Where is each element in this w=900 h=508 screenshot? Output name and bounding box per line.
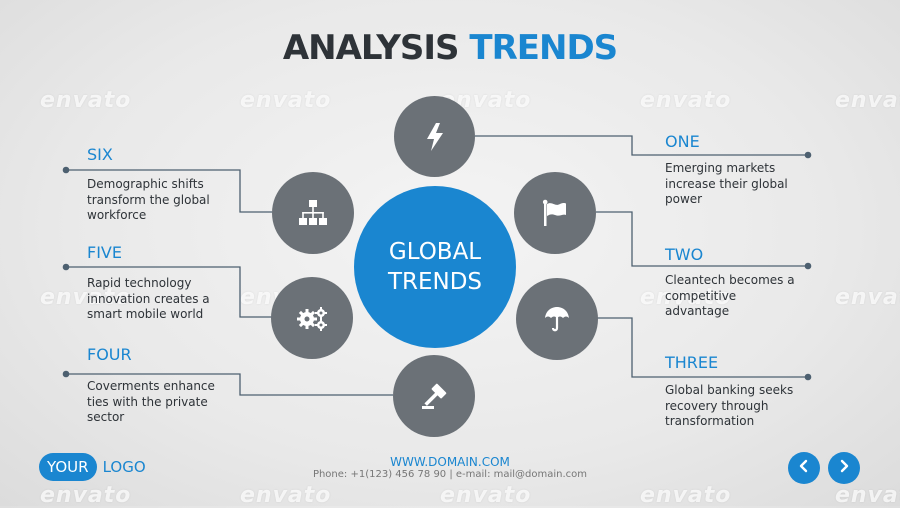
watermark-text: envato	[835, 285, 900, 310]
watermark-text: envato	[640, 483, 732, 508]
watermark-text: envato	[40, 483, 132, 508]
trend-five-text: Rapid technology innovation creates a sm…	[87, 276, 210, 321]
watermark-text: envato	[640, 88, 732, 113]
your-logo: YOUR LOGO	[39, 453, 146, 481]
watermark-text: envato	[440, 483, 532, 508]
watermark-text: envato	[240, 483, 332, 508]
trend-one-label: ONE	[665, 132, 700, 151]
trend-three-text: Global banking seeks recovery through tr…	[665, 383, 794, 428]
trend-four-label: FOUR	[87, 345, 132, 364]
connector-dot	[62, 370, 70, 378]
connector-dot	[804, 373, 812, 381]
watermark-text: envato	[835, 88, 900, 113]
prev-slide-button[interactable]	[788, 452, 820, 484]
gavel-icon	[419, 381, 449, 411]
trend-two-label: TWO	[665, 245, 704, 264]
page-title: ANALYSIS TRENDS	[0, 28, 900, 68]
next-slide-button[interactable]	[828, 452, 860, 484]
footer-url: WWW.DOMAIN.COM	[390, 455, 510, 469]
connector-four	[66, 373, 393, 396]
flag-icon	[540, 198, 570, 228]
connector-dot	[62, 263, 70, 271]
circle-three	[516, 278, 598, 360]
center-line-2: TRENDS	[387, 269, 483, 295]
title-part-analysis: ANALYSIS	[282, 28, 470, 68]
center-global-trends: GLOBAL TRENDS	[354, 186, 516, 348]
umbrella-icon	[542, 304, 572, 334]
footer-contact: Phone: +1(123) 456 78 90 | e-mail: mail@…	[312, 469, 588, 480]
trend-two-text: Cleantech becomes a competitive advantag…	[665, 273, 795, 318]
watermark-text: envato	[640, 285, 732, 310]
watermark-text: envato	[40, 88, 132, 113]
title-part-trends: TRENDS	[469, 28, 618, 68]
lightning-icon	[424, 122, 446, 152]
trend-three-label: THREE	[665, 353, 719, 372]
logo-your: YOUR	[39, 453, 97, 481]
watermark-text: envato	[40, 285, 132, 310]
connector-dot	[804, 151, 812, 159]
circle-one	[394, 96, 475, 177]
logo-text: LOGO	[102, 458, 146, 476]
org-chart-icon	[297, 198, 329, 228]
trend-six-label: SIX	[87, 145, 113, 164]
center-line-1: GLOBAL	[388, 239, 482, 265]
watermark-text: envato	[240, 88, 332, 113]
connector-dot	[804, 262, 812, 270]
gears-icon	[295, 303, 329, 333]
connector-two	[596, 211, 808, 267]
trend-five-label: FIVE	[87, 243, 122, 262]
connector-five	[66, 266, 272, 318]
circle-two	[514, 172, 596, 254]
circle-five	[271, 277, 353, 359]
trend-four-text: Coverments enhance ties with the private…	[87, 379, 215, 424]
chevron-right-icon	[837, 459, 851, 478]
trend-one-text: Emerging markets increase their global p…	[665, 161, 788, 206]
connector-dot	[62, 166, 70, 174]
circle-six	[272, 172, 354, 254]
watermark-text: envato	[835, 483, 900, 508]
chevron-left-icon	[797, 459, 811, 478]
trend-six-text: Demographic shifts transform the global …	[87, 177, 210, 222]
connector-one	[475, 135, 808, 156]
connector-six	[66, 169, 272, 213]
circle-four	[393, 355, 475, 437]
connector-three	[596, 317, 808, 378]
